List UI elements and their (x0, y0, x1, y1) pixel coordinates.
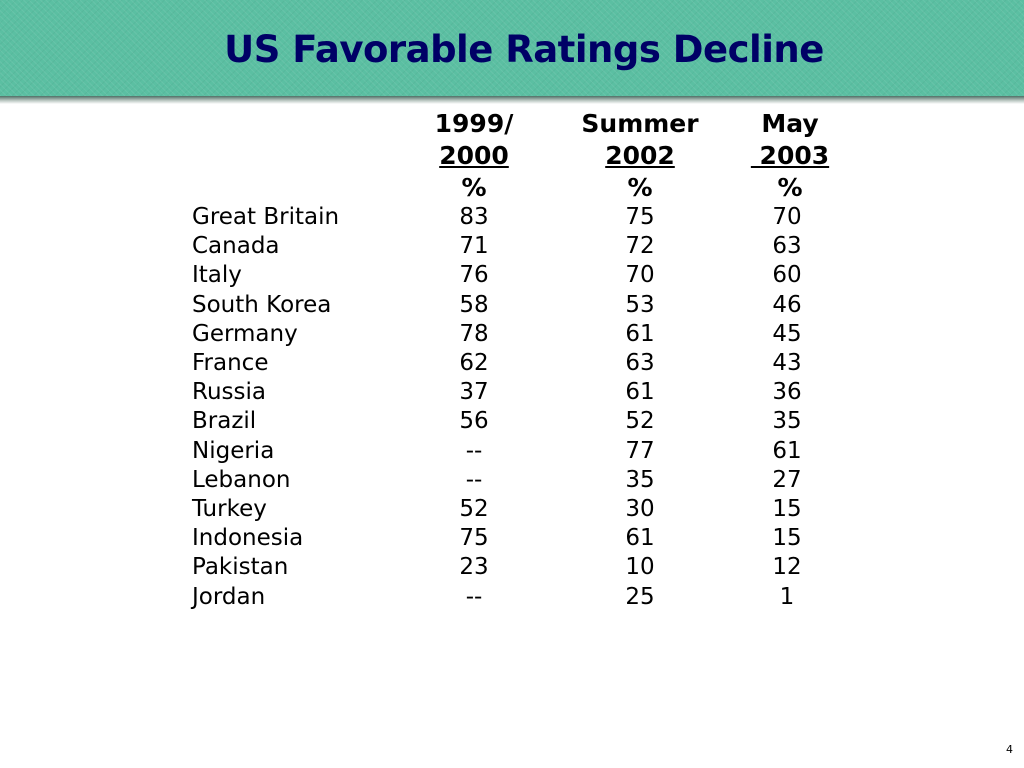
rating-cell: 70 (772, 204, 802, 230)
column-header-unit: % (461, 173, 487, 202)
title-bar-shadow (0, 96, 1024, 104)
rating-cell: 83 (459, 204, 489, 230)
rating-cell: 10 (625, 554, 655, 581)
table-row: Canada 71 72 63 (0, 232, 1024, 261)
rating-cell: 52 (625, 408, 655, 435)
country-label: Great Britain (192, 204, 340, 230)
rating-cell: 61 (625, 320, 655, 347)
country-label: South Korea (192, 291, 332, 318)
column-header-year: 2000 (439, 141, 509, 170)
country-label: Indonesia (192, 525, 304, 552)
country-label: Jordan (192, 583, 266, 610)
column-header-may-2003: May 2003 % (720, 108, 860, 204)
rating-cell: 53 (625, 291, 655, 318)
rating-cell: 63 (625, 350, 655, 376)
rating-cell: 15 (772, 496, 802, 522)
rating-cell: 25 (625, 583, 655, 610)
table-row: Russia 37 61 36 (0, 378, 1024, 407)
rating-cell: 23 (459, 554, 489, 581)
country-label: Turkey (192, 496, 267, 522)
rating-cell: 30 (625, 496, 655, 522)
rating-cell: 75 (625, 204, 655, 230)
column-header-1999-2000: 1999/ 2000 % (404, 108, 544, 204)
table-row: France 62 63 43 (0, 349, 1024, 378)
rating-cell: 76 (459, 262, 489, 289)
table-row: Jordan -- 25 1 (0, 583, 1024, 612)
table-row: Brazil 56 52 35 (0, 407, 1024, 436)
rating-cell: -- (465, 437, 483, 464)
rating-cell: 56 (459, 408, 489, 435)
column-header-line: May (761, 109, 819, 138)
rating-cell: 72 (625, 233, 655, 260)
rating-cell: 43 (772, 350, 802, 376)
country-label: France (192, 350, 269, 376)
column-header-year: 2002 (605, 141, 675, 170)
rating-cell: 58 (459, 291, 489, 318)
rating-cell: -- (465, 583, 483, 610)
table-row: Italy 76 70 60 (0, 261, 1024, 290)
country-label: Canada (192, 233, 280, 260)
table-row: Pakistan 23 10 12 (0, 553, 1024, 582)
rating-cell: 52 (459, 496, 489, 522)
rating-cell: 78 (459, 320, 489, 347)
rating-cell: 35 (625, 466, 655, 493)
table-row: Great Britain 83 75 70 (0, 203, 1024, 232)
table-row: South Korea 58 53 46 (0, 291, 1024, 320)
column-header-year: 2003 (750, 141, 830, 170)
rating-cell: 71 (459, 233, 489, 260)
rating-cell: 63 (772, 233, 802, 260)
column-header-summer-2002: Summer 2002 % (570, 108, 710, 204)
table-row: Lebanon -- 35 27 (0, 466, 1024, 495)
country-label: Russia (192, 379, 266, 406)
slide-title: US Favorable Ratings Decline (224, 28, 824, 71)
rating-cell: 15 (772, 525, 802, 552)
column-header-unit: % (777, 173, 803, 202)
table-row: Indonesia 75 61 15 (0, 524, 1024, 553)
column-header-unit: % (627, 173, 653, 202)
rating-cell: 75 (459, 525, 489, 552)
rating-cell: 1 (779, 583, 795, 610)
country-label: Pakistan (192, 554, 289, 581)
column-header-line: Summer (581, 109, 699, 138)
rating-cell: 61 (625, 525, 655, 552)
rating-cell: 45 (772, 320, 802, 347)
column-header-line: 1999/ (434, 109, 514, 138)
country-label: Brazil (192, 408, 257, 435)
rating-cell: 77 (625, 437, 655, 464)
country-label: Lebanon (192, 466, 291, 493)
rating-cell: 35 (772, 408, 802, 435)
rating-cell: 36 (772, 379, 802, 406)
table-row: Nigeria -- 77 61 (0, 437, 1024, 466)
table-row: Germany 78 61 45 (0, 320, 1024, 349)
rating-cell: -- (465, 466, 483, 493)
country-label: Italy (192, 262, 242, 289)
rating-cell: 60 (772, 262, 802, 289)
rating-cell: 70 (625, 262, 655, 289)
country-label: Nigeria (192, 437, 275, 464)
rating-cell: 62 (459, 350, 489, 376)
page-number: 4 (1006, 743, 1013, 756)
rating-cell: 27 (772, 466, 802, 493)
rating-cell: 37 (459, 379, 489, 406)
country-label: Germany (192, 320, 298, 347)
title-bar (0, 0, 1024, 96)
rating-cell: 12 (772, 554, 802, 581)
rating-cell: 61 (625, 379, 655, 406)
rating-cell: 46 (772, 291, 802, 318)
rating-cell: 61 (772, 437, 802, 464)
table-row: Turkey 52 30 15 (0, 495, 1024, 524)
